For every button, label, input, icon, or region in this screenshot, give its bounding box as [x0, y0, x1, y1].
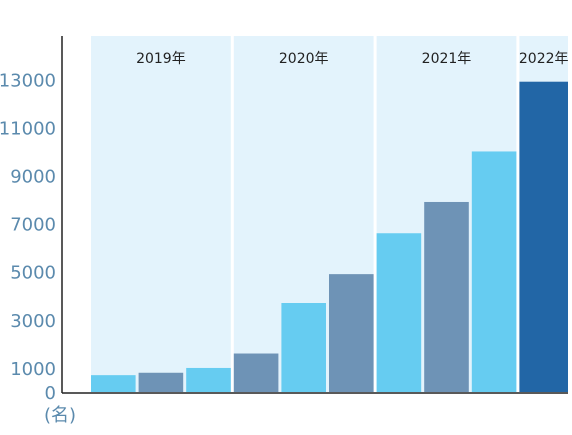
bar	[186, 367, 231, 392]
bar	[519, 81, 568, 393]
year-band	[91, 36, 231, 392]
y-tick-label: 7000	[10, 215, 56, 236]
bar	[329, 274, 374, 392]
y-tick-label: 0	[45, 383, 56, 404]
y-unit-label: (名)	[44, 405, 76, 426]
y-tick-label: 9000	[10, 167, 56, 188]
bar	[233, 353, 279, 392]
y-tick-label: 3000	[10, 311, 56, 332]
bar	[376, 233, 422, 392]
y-tick-label: 11000	[0, 118, 56, 139]
year-label: 2022年	[519, 51, 569, 67]
bar	[471, 151, 517, 392]
bar	[424, 201, 469, 392]
y-tick-label: 5000	[10, 263, 56, 284]
bar	[138, 372, 184, 392]
year-label: 2020年	[279, 51, 329, 67]
y-tick-label: 13000	[0, 70, 56, 91]
year-label: 2021年	[422, 51, 472, 67]
bar	[91, 375, 136, 392]
year-label: 2019年	[136, 51, 186, 67]
y-tick-label: 1000	[10, 359, 56, 380]
bar	[281, 303, 326, 392]
